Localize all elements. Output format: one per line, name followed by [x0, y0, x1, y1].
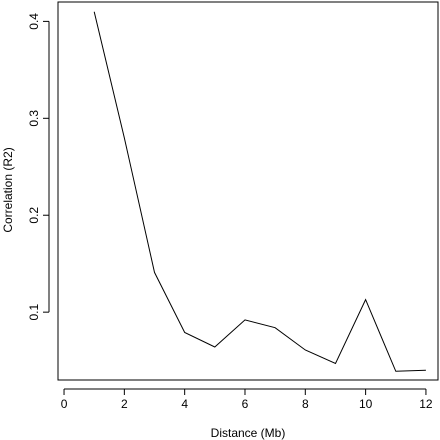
- x-axis-label: Distance (Mb): [211, 426, 286, 440]
- x-tick-label: 4: [181, 397, 188, 411]
- series-layer: [93, 11, 426, 372]
- x-tick-label: 8: [302, 397, 309, 411]
- y-axis-label: Correlation (R2): [1, 147, 15, 232]
- series-line: [93, 11, 426, 372]
- plot-frame: [57, 1, 439, 381]
- x-tick-label: 0: [61, 397, 68, 411]
- x-tick-label: 10: [359, 397, 373, 411]
- y-tick-label: 0.1: [27, 303, 41, 320]
- y-axis: 0.1 0.2 0.3 0.4: [27, 13, 50, 320]
- x-tick-label: 6: [242, 397, 249, 411]
- x-tick-label: 2: [121, 397, 128, 411]
- y-tick-label: 0.3: [27, 110, 41, 127]
- x-tick-label: 12: [419, 397, 433, 411]
- y-tick-label: 0.2: [27, 207, 41, 224]
- y-tick-label: 0.4: [27, 13, 41, 30]
- x-axis: 0 2 4 6 8 10 12: [61, 388, 433, 411]
